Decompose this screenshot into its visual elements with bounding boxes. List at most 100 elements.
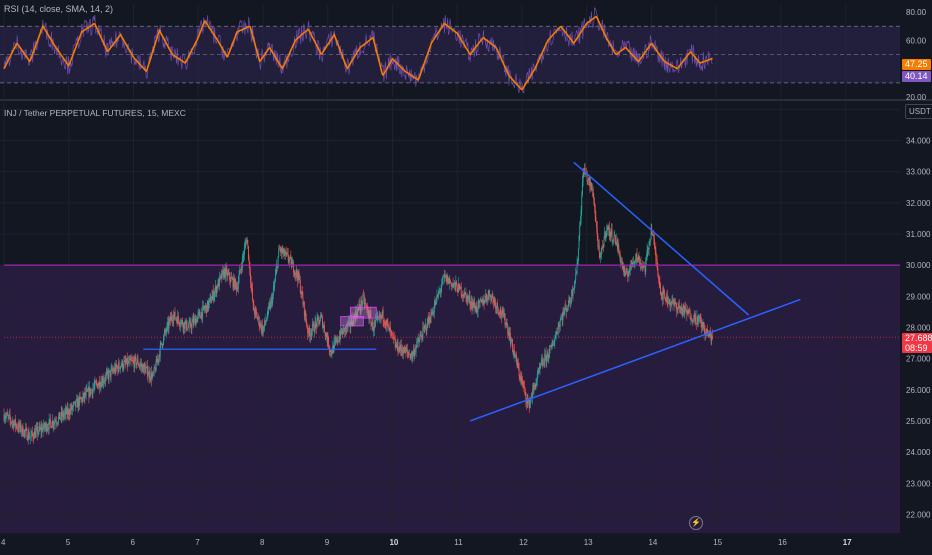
- candle-body: [93, 387, 95, 389]
- candle-body: [96, 382, 98, 385]
- candle-body: [106, 371, 108, 374]
- candle-body: [327, 336, 329, 343]
- pattern-box-2[interactable]: [350, 306, 377, 319]
- triangle-lower-trendline[interactable]: [469, 298, 801, 422]
- rsi-sma-line[interactable]: [3, 15, 713, 91]
- time-axis-label: 4: [1, 538, 6, 547]
- candle-body: [680, 306, 682, 311]
- price-pane[interactable]: [0, 100, 900, 534]
- candle-body: [146, 366, 148, 378]
- pattern-box-1[interactable]: [340, 316, 364, 327]
- candle-body: [547, 352, 549, 358]
- candle-body: [35, 430, 37, 438]
- candle-body: [451, 282, 453, 288]
- candle-body: [108, 371, 110, 379]
- candle-body: [448, 278, 450, 283]
- candle-body: [382, 310, 384, 321]
- candle-body: [467, 295, 469, 300]
- candle-body: [501, 310, 503, 317]
- rsi-pane[interactable]: [0, 5, 900, 97]
- candle-body: [149, 371, 150, 379]
- candle-body: [659, 281, 661, 285]
- candle-body: [228, 272, 230, 275]
- candle-body: [470, 304, 472, 306]
- candle-body: [562, 311, 564, 321]
- candle-body: [680, 307, 682, 311]
- candle-body: [47, 427, 49, 430]
- candle-body: [548, 356, 550, 358]
- lightning-icon[interactable]: ⚡: [689, 516, 703, 530]
- candle-body: [579, 225, 581, 236]
- candle-body: [338, 341, 340, 342]
- candle-body: [150, 372, 152, 380]
- candle-body: [634, 260, 636, 262]
- time-axis-label: 8: [260, 538, 265, 547]
- candle-body: [519, 375, 521, 377]
- candle-body: [5, 415, 7, 418]
- candle-body: [444, 274, 446, 277]
- candle-body: [142, 364, 144, 373]
- candle-body: [530, 398, 532, 402]
- candle-body: [311, 330, 313, 335]
- candle-body: [313, 331, 315, 332]
- time-axis-label: 16: [778, 538, 787, 547]
- purple-zone[interactable]: [0, 265, 900, 534]
- candle-body: [318, 317, 319, 320]
- candle-body: [45, 423, 47, 432]
- candle-body: [503, 313, 505, 318]
- candle-body: [507, 325, 509, 334]
- candle-body: [23, 435, 24, 436]
- candle-body: [702, 322, 704, 327]
- candle-body: [148, 371, 150, 376]
- currency-unit-button[interactable]: USDT: [905, 104, 932, 119]
- candle-body: [250, 273, 251, 283]
- candle-body: [592, 189, 594, 198]
- candle-body: [618, 245, 620, 252]
- candle-body: [90, 389, 92, 395]
- symbol-legend[interactable]: INJ / Tether PERPETUAL FUTURES, 15, MEXC: [4, 108, 186, 118]
- candle-body: [10, 418, 12, 422]
- candle-body: [82, 396, 84, 402]
- candle-body: [25, 428, 26, 432]
- candle-body: [56, 423, 58, 424]
- candle-body: [337, 341, 339, 343]
- rsi-line[interactable]: [3, 7, 713, 94]
- candle-body: [391, 331, 393, 333]
- candle-body: [522, 384, 524, 385]
- candle-body: [373, 329, 375, 332]
- candle-body: [579, 220, 581, 226]
- candle-body: [502, 310, 504, 313]
- triangle-upper-trendline[interactable]: [573, 161, 750, 316]
- pane-separator[interactable]: [0, 99, 932, 101]
- candle-body: [566, 308, 568, 312]
- candle-body: [611, 229, 613, 241]
- candle-body: [72, 406, 74, 410]
- candle-body: [386, 320, 387, 326]
- candle-body: [296, 269, 298, 276]
- candle-body: [413, 350, 415, 356]
- candle-body: [219, 276, 220, 287]
- candle-body: [598, 245, 600, 253]
- candle-body: [583, 173, 585, 175]
- time-axis-label: 15: [713, 538, 722, 547]
- candle-body: [181, 320, 183, 322]
- candle-body: [492, 295, 494, 299]
- candle-body: [204, 307, 206, 310]
- candle-body: [437, 292, 439, 297]
- candle-body: [113, 367, 115, 372]
- candle-body: [548, 348, 550, 357]
- candle-body: [340, 328, 342, 339]
- candle-body: [140, 364, 142, 365]
- candle-body: [320, 315, 322, 317]
- candle-body: [169, 317, 171, 322]
- rsi-legend[interactable]: RSI (14, close, SMA, 14, 2): [4, 4, 114, 14]
- candle-body: [59, 412, 61, 420]
- candle-body: [299, 278, 301, 281]
- candle-body: [687, 310, 689, 314]
- candle-body: [40, 427, 42, 432]
- candle-body: [571, 290, 573, 302]
- candle-body: [128, 361, 130, 363]
- candle-body: [682, 309, 684, 315]
